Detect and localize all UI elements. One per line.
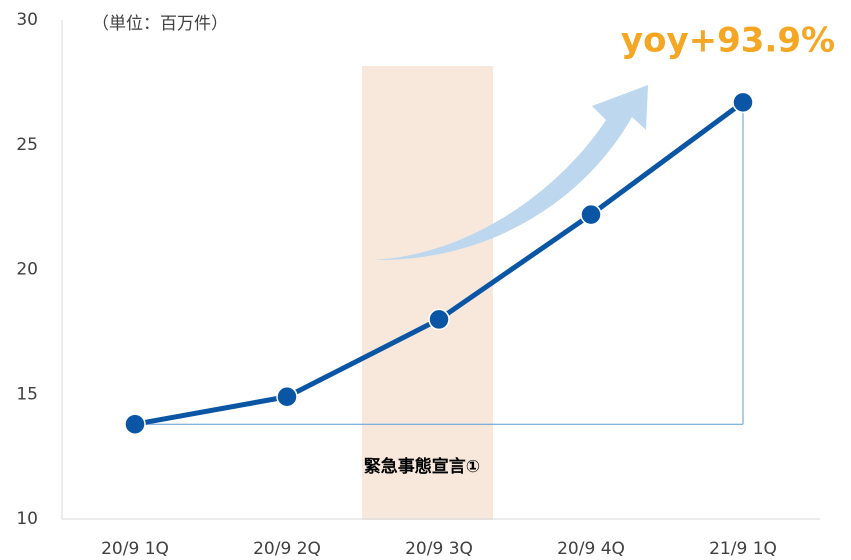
point (580, 203, 602, 226)
x-tick-label: 20/9 3Q (405, 539, 473, 559)
unit-label: （単位：百万件） (92, 14, 228, 34)
x-tick-label: 21/9 1Q (709, 539, 777, 559)
y-tick-label: 10 (16, 509, 38, 529)
point (428, 308, 450, 331)
y-tick-label: 20 (16, 260, 38, 280)
point (124, 413, 146, 435)
x-tick-label: 20/9 4Q (557, 539, 625, 559)
point (276, 385, 298, 408)
x-tick-label: 20/9 1Q (101, 539, 169, 559)
highlight-band (362, 66, 493, 520)
point (732, 91, 754, 114)
x-tick-label: 20/9 2Q (253, 539, 321, 559)
trend-arrow (373, 85, 648, 261)
annotation: 緊急事態宣言① (364, 456, 480, 477)
chart-title: yoy+93.9% (621, 21, 835, 61)
y-tick-label: 25 (16, 135, 38, 155)
y-tick-label: 30 (16, 10, 38, 30)
y-tick-label: 15 (16, 384, 38, 404)
